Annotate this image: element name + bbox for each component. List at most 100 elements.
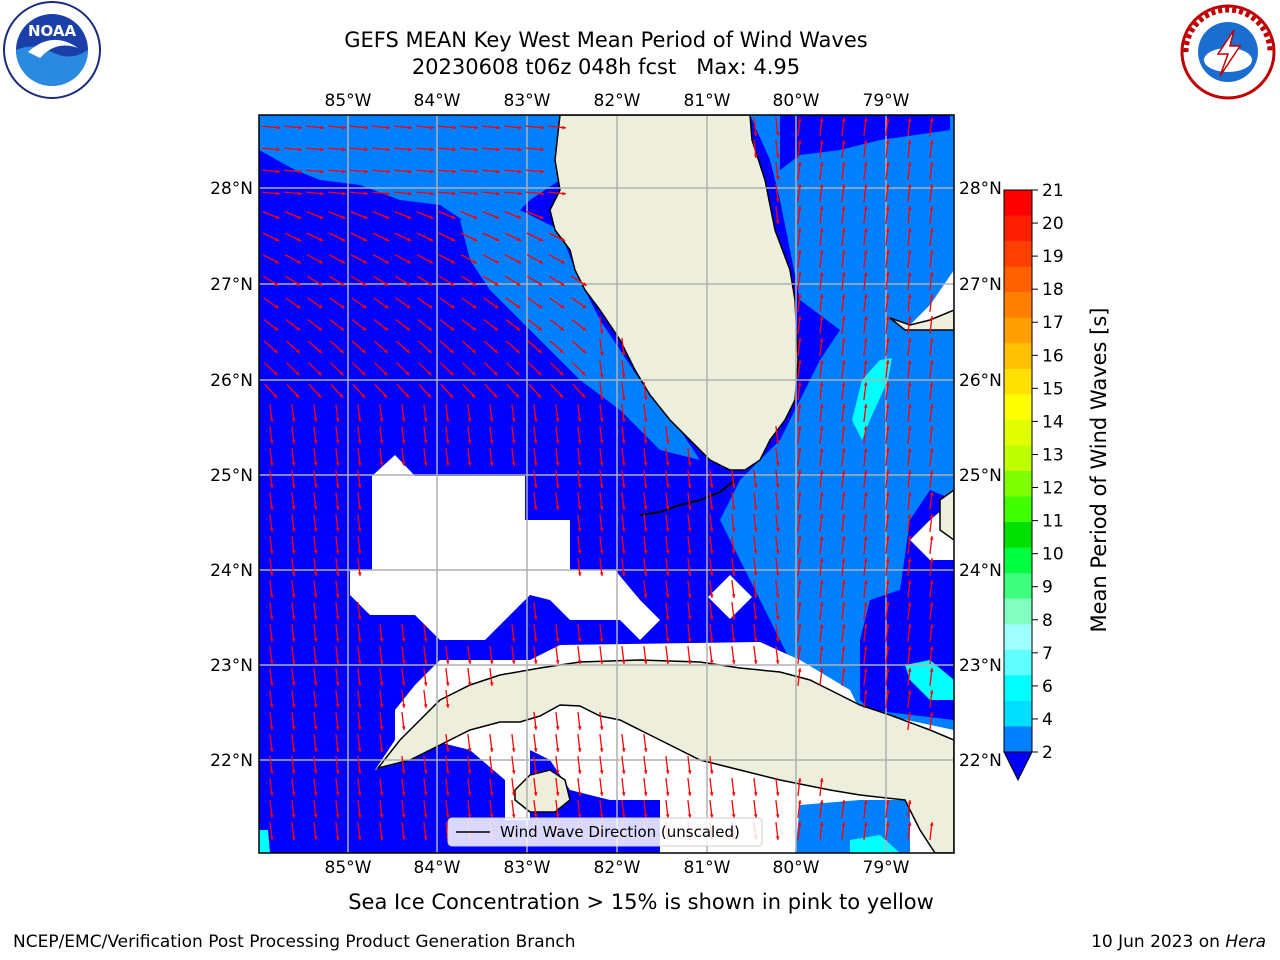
- wind-wave-arrowhead: [775, 506, 780, 510]
- wind-wave-arrowhead: [269, 814, 274, 818]
- wind-wave-arrowhead: [296, 304, 301, 309]
- wind-wave-arrowhead: [907, 536, 912, 540]
- wind-wave-arrowhead: [841, 162, 846, 166]
- lat-label-right: 25°N: [959, 466, 1002, 486]
- wind-wave-arrowhead: [467, 440, 472, 444]
- wind-wave-arrowhead: [401, 726, 406, 730]
- wind-wave-arrowhead: [560, 282, 565, 286]
- wind-wave-arrowhead: [408, 147, 412, 152]
- wind-wave-arrowhead: [295, 393, 300, 398]
- wind-wave-arrowhead: [291, 550, 296, 554]
- wind-wave-arrowhead: [841, 228, 846, 232]
- wind-wave-arrowhead: [511, 440, 516, 444]
- wind-wave-arrowhead: [731, 506, 736, 510]
- wind-wave-arrowhead: [577, 638, 582, 642]
- wind-wave-arrowhead: [929, 228, 934, 232]
- wind-wave-arrowhead: [863, 404, 868, 408]
- wind-wave-arrowhead: [775, 154, 780, 158]
- wind-wave-arrowhead: [335, 616, 340, 620]
- colorbar-tick-label: 15: [1042, 379, 1064, 399]
- colorbar-segment: [1004, 445, 1032, 472]
- wind-wave-arrowhead: [819, 382, 824, 386]
- wind-wave-arrowhead: [516, 259, 521, 264]
- wind-wave-arrowhead: [496, 125, 500, 130]
- wind-wave-arrowhead: [430, 169, 434, 174]
- wind-wave-arrowhead: [599, 550, 604, 554]
- wind-wave-arrowhead: [533, 616, 538, 620]
- wind-wave-arrowhead: [533, 484, 538, 488]
- wind-wave-arrowhead: [577, 770, 582, 774]
- wind-wave-arrowhead: [581, 393, 586, 398]
- wind-wave-arrowhead: [401, 418, 406, 422]
- wind-wave-arrowhead: [841, 118, 846, 122]
- wind-wave-arrowhead: [775, 594, 780, 598]
- wind-wave-arrowhead: [269, 550, 274, 554]
- wind-wave-arrowhead: [445, 748, 450, 752]
- wind-wave-arrowhead: [489, 440, 494, 444]
- wind-wave-arrowhead: [819, 316, 824, 320]
- wind-wave-arrowhead: [643, 748, 648, 752]
- wind-wave-arrowhead: [361, 349, 366, 353]
- wind-wave-arrowhead: [313, 726, 318, 730]
- wind-wave-arrowhead: [643, 506, 648, 510]
- top-lon-labels: 85°W 84°W 83°W 82°W 81°W 80°W 79°W: [325, 91, 910, 111]
- colorbar-tick-label: 18: [1042, 280, 1064, 300]
- wind-wave-arrowhead: [445, 814, 450, 818]
- wind-wave-arrowhead: [474, 147, 478, 152]
- wind-wave-arrowhead: [643, 814, 648, 818]
- wind-wave-arrowhead: [599, 572, 604, 576]
- wind-wave-arrowhead: [269, 506, 274, 510]
- wind-wave-arrowhead: [599, 792, 604, 796]
- wind-wave-arrowhead: [841, 602, 846, 606]
- wind-wave-arrowhead: [709, 594, 714, 598]
- wind-wave-arrowhead: [687, 462, 692, 466]
- wind-wave-arrowhead: [599, 330, 604, 334]
- lon-label-top: 83°W: [504, 91, 551, 111]
- wind-wave-arrowhead: [408, 125, 412, 130]
- colorbar-tick-label: 14: [1042, 412, 1064, 432]
- lat-label-right: 27°N: [959, 275, 1002, 295]
- wind-wave-arrowhead: [665, 440, 670, 444]
- wind-wave-arrowhead: [819, 118, 824, 122]
- colorbar-segment: [1004, 343, 1032, 370]
- wind-wave-arrowhead: [709, 506, 714, 510]
- ocean-4-6-shelf: [460, 210, 700, 460]
- wind-wave-arrowhead: [709, 660, 714, 664]
- wind-wave-arrowhead: [357, 550, 362, 554]
- wind-wave-arrowhead: [643, 594, 648, 598]
- wind-wave-arrowhead: [538, 282, 543, 286]
- wind-wave-arrowhead: [428, 326, 433, 331]
- lon-label-top: 81°W: [684, 91, 731, 111]
- wind-wave-arrowhead: [429, 237, 434, 242]
- wind-wave-arrowhead: [511, 770, 516, 774]
- wind-wave-arrowhead: [335, 528, 340, 532]
- wind-wave-arrowhead: [775, 132, 780, 136]
- wind-wave-arrowhead: [621, 770, 626, 774]
- wind-wave-arrowhead: [665, 814, 670, 818]
- wind-wave-arrowhead: [269, 572, 274, 576]
- wind-wave-arrowhead: [379, 792, 384, 796]
- wind-wave-arrowhead: [291, 638, 296, 642]
- wind-wave-arrowhead: [472, 326, 477, 331]
- wind-wave-arrowhead: [863, 822, 868, 826]
- wind-wave-arrowhead: [445, 770, 450, 774]
- wind-wave-arrowhead: [362, 282, 367, 286]
- wind-wave-arrowhead: [295, 371, 300, 376]
- wind-wave-arrowhead: [885, 536, 890, 540]
- wind-wave-arrowhead: [687, 506, 692, 510]
- wind-wave-arrowhead: [427, 349, 432, 353]
- wind-wave-arrowhead: [276, 191, 280, 196]
- wind-wave-arrowhead: [907, 184, 912, 188]
- wind-wave-arrowhead: [450, 259, 455, 264]
- wind-wave-arrowhead: [577, 550, 582, 554]
- lat-label-left: 25°N: [210, 466, 253, 486]
- wind-wave-arrowhead: [753, 814, 758, 818]
- wind-wave-arrowhead: [907, 492, 912, 496]
- wind-wave-arrowhead: [929, 470, 934, 474]
- colorbar-segment: [1004, 726, 1032, 753]
- wind-wave-arrowhead: [269, 792, 274, 796]
- wind-wave-arrowhead: [731, 528, 736, 532]
- wind-wave-arrowhead: [929, 536, 934, 540]
- wind-wave-arrowhead: [582, 304, 587, 309]
- wind-wave-arrowhead: [386, 169, 390, 174]
